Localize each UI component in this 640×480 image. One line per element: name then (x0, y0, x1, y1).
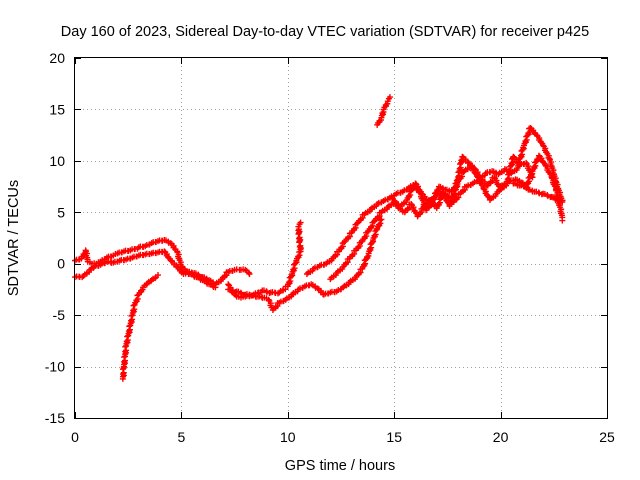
data-series (119, 272, 161, 382)
y-axis-label: SDTVAR / TECUs (6, 180, 22, 296)
data-point (478, 176, 485, 183)
data-point (366, 245, 373, 252)
data-point (459, 153, 466, 160)
x-tick-label: 0 (71, 429, 79, 445)
data-point (297, 219, 304, 226)
data-point (525, 130, 532, 137)
data-point (290, 266, 297, 273)
y-tick-label: -10 (45, 359, 65, 375)
data-point (386, 94, 393, 101)
data-series (72, 248, 219, 291)
plot-border (74, 57, 608, 419)
data-point (378, 216, 385, 223)
data-point (286, 279, 293, 286)
data-point (440, 190, 447, 197)
data-point (379, 110, 386, 117)
data-point (510, 153, 517, 160)
grid (75, 58, 607, 418)
data-point (212, 284, 219, 291)
data-point (314, 285, 321, 292)
data-point (121, 354, 128, 361)
data-point (167, 257, 174, 264)
data-series (510, 152, 566, 224)
data-point (122, 343, 129, 350)
data-point (167, 240, 174, 247)
data-point (154, 272, 161, 279)
y-tick-label: 15 (49, 101, 65, 117)
x-tick-label: 5 (178, 429, 186, 445)
data-point (542, 161, 549, 168)
y-tick-label: -5 (53, 307, 66, 323)
data-point (447, 199, 454, 206)
data-point (559, 217, 566, 224)
x-axis-label: GPS time / hours (285, 458, 395, 474)
y-tick-label: -15 (45, 410, 65, 426)
data-point (152, 275, 159, 282)
y-tick-label: 10 (49, 153, 65, 169)
chart-title: Day 160 of 2023, Sidereal Day-to-day VTE… (61, 24, 589, 40)
data-point (246, 271, 253, 277)
x-tick-label: 15 (386, 429, 402, 445)
data-point (523, 159, 530, 166)
x-tick-label: 10 (280, 429, 296, 445)
data-point (427, 196, 434, 203)
data-point (450, 191, 457, 198)
data-point (292, 260, 299, 267)
data-series (374, 94, 393, 128)
y-tick-label: 5 (57, 204, 65, 220)
data-point (522, 138, 529, 145)
data-point (408, 201, 415, 208)
data-series (225, 219, 304, 299)
data-point (368, 239, 375, 246)
ticks: 0 5 10 15 20 25 -15 -10 -5 0 5 10 15 20 (45, 50, 615, 445)
x-tick-label: 20 (493, 429, 509, 445)
data-point (491, 174, 498, 181)
y-tick-label: 0 (57, 256, 65, 272)
data-point (265, 296, 272, 303)
data-point (465, 159, 472, 166)
x-tick-label: 25 (599, 429, 615, 445)
data-points (72, 94, 566, 382)
y-tick-label: 20 (49, 50, 65, 66)
data-point (225, 281, 232, 288)
data-series (389, 153, 536, 220)
